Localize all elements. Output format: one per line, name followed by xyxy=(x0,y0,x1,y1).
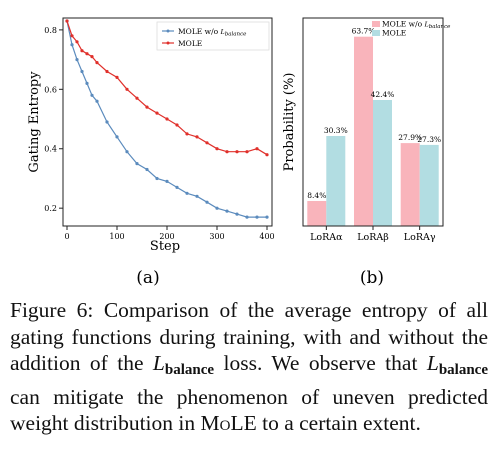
data-point-0-6 xyxy=(95,99,99,103)
data-point-0-4 xyxy=(85,81,89,85)
legend-b: MOLE w/o Lbalance MOLE xyxy=(372,20,451,38)
legend-marker-a-0 xyxy=(166,29,170,33)
bar-0-1 xyxy=(354,36,373,227)
data-point-1-11 xyxy=(145,105,149,109)
data-point-0-12 xyxy=(155,176,159,181)
bar-label-0-0: 8.4% xyxy=(307,191,326,200)
data-point-0-19 xyxy=(225,209,229,213)
data-point-1-18 xyxy=(215,147,219,151)
data-point-0-14 xyxy=(175,185,179,189)
bar-1-1 xyxy=(373,100,392,226)
y-tick-label-a-3: 0.8 xyxy=(44,26,57,35)
data-point-0-21 xyxy=(245,215,249,219)
bar-0-2 xyxy=(400,143,420,226)
data-point-0-5 xyxy=(90,93,94,97)
bar-label-0-2: 27.9% xyxy=(398,133,422,142)
data-point-1-13 xyxy=(165,117,169,121)
y-tick-label-a-2: 0.6 xyxy=(44,85,57,94)
data-point-0-10 xyxy=(135,162,139,166)
figure-caption: Figure 6: Comparison of the average entr… xyxy=(10,298,488,435)
data-point-1-0 xyxy=(65,19,69,23)
legend-label-b-0: MOLE w/o Lbalance xyxy=(382,20,451,31)
data-point-0-8 xyxy=(115,135,119,139)
data-point-1-16 xyxy=(195,135,199,139)
data-point-1-20 xyxy=(235,150,239,154)
data-point-0-11 xyxy=(145,167,149,172)
x-tick-label-a-2: 200 xyxy=(159,232,174,241)
data-point-1-22 xyxy=(255,147,259,151)
panel-label-a: (a) xyxy=(136,268,159,288)
data-point-0-15 xyxy=(185,191,189,195)
legend-swatch-b-1 xyxy=(372,30,380,36)
legend-a: MOLE w/o Lbalance MOLE xyxy=(156,21,270,51)
x-tick-label-b-0: LoRAα xyxy=(310,232,343,243)
data-point-1-3 xyxy=(80,49,84,53)
data-point-0-13 xyxy=(165,179,169,183)
data-point-0-3 xyxy=(80,69,84,74)
data-point-0-2 xyxy=(75,58,79,62)
bar-label-0-1: 63.7% xyxy=(352,27,376,36)
data-point-0-9 xyxy=(125,150,129,154)
y-tick-label-a-0: 0.2 xyxy=(44,204,57,213)
series-line-0 xyxy=(66,20,267,218)
y-axis-label-a: Gating Entropy xyxy=(27,71,42,173)
data-point-0-22 xyxy=(255,215,259,219)
bar-label-1-0: 30.3% xyxy=(324,126,348,135)
data-point-0-7 xyxy=(105,120,109,124)
data-point-1-21 xyxy=(245,150,249,154)
bar-label-1-2: 27.3% xyxy=(417,135,441,144)
data-point-1-15 xyxy=(185,132,189,136)
legend-label-a-1: MOLE xyxy=(178,39,202,48)
data-point-0-18 xyxy=(215,206,219,210)
data-point-1-1 xyxy=(70,34,74,38)
x-tick-label-a-4: 400 xyxy=(259,232,274,241)
data-point-1-19 xyxy=(225,150,229,154)
legend-swatch-b-0 xyxy=(372,21,380,27)
data-point-1-7 xyxy=(105,69,109,74)
data-point-1-4 xyxy=(85,52,89,56)
x-tick-label-b-2: LoRAγ xyxy=(404,232,436,243)
data-point-1-9 xyxy=(125,87,129,91)
bar-1-0 xyxy=(326,136,346,226)
data-point-1-10 xyxy=(135,96,139,100)
legend-label-b-1: MOLE xyxy=(382,29,406,38)
x-tick-label-a-1: 100 xyxy=(109,232,124,241)
entropy-line-chart: 0 100 200 300 400 0.2 0.4 0.6 0.8 Step Gating En… xyxy=(27,17,275,288)
data-point-0-20 xyxy=(235,212,239,216)
data-point-1-14 xyxy=(175,123,179,127)
data-point-1-5 xyxy=(90,55,94,59)
data-point-0-1 xyxy=(70,43,74,47)
y-tick-label-a-1: 0.4 xyxy=(44,145,57,154)
bar-1-2 xyxy=(419,144,439,226)
probability-bar-chart: 8.4% 30.3% 63.7% 42.4% 27.9%27.3% LoRAα LoRAβ… xyxy=(282,17,451,288)
y-axis-label-b: Probability (%) xyxy=(282,73,297,172)
legend-marker-a-1 xyxy=(166,41,170,45)
data-point-0-16 xyxy=(195,194,199,198)
x-tick-label-b-1: LoRAβ xyxy=(357,232,389,243)
bar-0-0 xyxy=(307,201,327,226)
panel-label-b: (b) xyxy=(360,268,384,288)
data-point-1-23 xyxy=(265,153,269,157)
x-tick-label-a-0: 0 xyxy=(64,232,69,241)
legend-label-a-0: MOLE w/o Lbalance xyxy=(178,27,247,38)
data-point-1-8 xyxy=(115,75,119,79)
data-point-0-17 xyxy=(205,200,209,204)
bar-label-1-1: 42.4% xyxy=(371,90,395,99)
data-point-1-2 xyxy=(75,40,79,44)
x-tick-label-a-3: 300 xyxy=(209,232,224,241)
data-point-0-23 xyxy=(265,215,269,219)
data-point-1-17 xyxy=(205,141,209,145)
data-point-1-12 xyxy=(155,111,159,115)
x-axis-label-a: Step xyxy=(150,239,180,254)
data-point-1-6 xyxy=(95,61,99,65)
